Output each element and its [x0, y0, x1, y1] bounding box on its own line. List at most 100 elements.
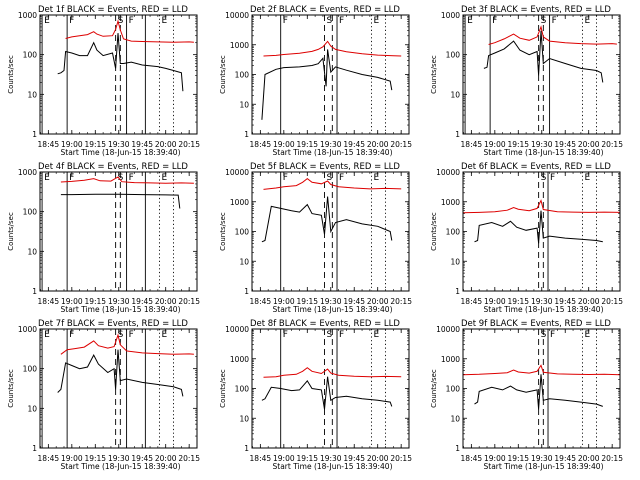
events-series-line: [474, 210, 603, 244]
x-tick-label: 19:45: [554, 297, 576, 306]
plot-frame: [39, 328, 198, 449]
x-tick-label: 18:45: [38, 140, 60, 149]
x-tick-label: 19:30: [531, 454, 553, 463]
region-label: F: [283, 330, 288, 340]
chart-panel: Det 3f BLACK = Events, RED = LLD 1 10 100 10…: [430, 5, 623, 157]
chart-panel: Det 6f BLACK = Events, RED = LLD 1 10 100 10…: [430, 162, 623, 314]
events-series-line: [483, 30, 604, 83]
lld-series-line: [463, 199, 620, 214]
y-tick-label: 100: [446, 228, 461, 237]
chart-title: Det 6f BLACK = Events, RED = LLD: [461, 162, 611, 172]
x-tick-label: 19:15: [507, 297, 529, 306]
y-tick-label: 1000: [441, 198, 460, 207]
y-axis-label: Counts/sec: [7, 212, 15, 251]
chart-content: EFSFE: [41, 15, 194, 134]
y-tick-label: 10: [27, 404, 37, 413]
x-tick-label: 20:00: [367, 297, 389, 306]
x-tick-label: 19:15: [507, 454, 529, 463]
region-label: F: [492, 16, 497, 26]
x-tick-label: 20:00: [155, 297, 177, 306]
x-tick-label: 19:30: [531, 297, 553, 306]
x-tick-label: 19:00: [273, 454, 295, 463]
x-tick-label: 19:15: [84, 140, 106, 149]
y-tick-label: 1: [244, 287, 249, 296]
y-tick-label: 10: [450, 90, 460, 99]
chart-title: Det 1f BLACK = Events, RED = LLD: [38, 5, 188, 15]
y-axis-label: Counts/sec: [430, 212, 438, 251]
y-tick-label: 10: [239, 414, 249, 423]
region-label: E: [373, 16, 379, 26]
region-label: F: [552, 16, 557, 26]
y-tick-label: 1: [244, 444, 249, 453]
region-label: E: [373, 173, 379, 183]
y-axis-label: Counts/sec: [219, 369, 227, 408]
lld-series-line: [488, 25, 617, 45]
chart-title: Det 8f BLACK = Events, RED = LLD: [250, 319, 400, 329]
region-label: F: [550, 330, 555, 340]
plot-frame: [251, 328, 410, 449]
y-tick-label: 1: [455, 444, 460, 453]
y-tick-label: 100: [446, 385, 461, 394]
y-tick-label: 1: [455, 287, 460, 296]
y-tick-label: 10000: [225, 325, 249, 334]
chart-content: SFE: [463, 172, 620, 291]
region-label: F: [69, 330, 74, 340]
y-tick-label: 1000: [18, 168, 37, 177]
y-tick-label: 10: [27, 90, 37, 99]
y-tick-label: 100: [235, 228, 250, 237]
y-axis-label: Counts/sec: [219, 55, 227, 94]
y-tick-label: 10: [27, 247, 37, 256]
x-tick-label: 19:15: [84, 297, 106, 306]
y-tick-label: 1000: [230, 198, 249, 207]
y-tick-label: 100: [446, 51, 461, 60]
x-tick-label: 20:00: [155, 454, 177, 463]
x-tick-label: 20:00: [578, 454, 600, 463]
x-tick-label: 19:00: [61, 454, 83, 463]
region-label: F: [69, 173, 74, 183]
x-tick-label: 19:15: [507, 140, 529, 149]
x-tick-label: 19:45: [131, 140, 153, 149]
x-tick-label: 20:15: [390, 140, 412, 149]
y-tick-label: 10000: [436, 168, 460, 177]
x-tick-label: 19:45: [343, 297, 365, 306]
chart-title: Det 4f BLACK = Events, RED = LLD: [38, 162, 188, 172]
events-series-line: [474, 374, 603, 410]
x-tick-label: 20:00: [155, 140, 177, 149]
y-tick-label: 100: [23, 208, 38, 217]
chart-panel: Det 8f BLACK = Events, RED = LLD 1 10 100 10…: [219, 319, 412, 471]
x-tick-label: 20:15: [601, 140, 623, 149]
plot-frame: [39, 14, 198, 135]
x-tick-label: 19:15: [296, 454, 318, 463]
chart-content: EFSFE: [41, 172, 194, 291]
x-tick-label: 19:00: [61, 140, 83, 149]
plot-frame: [462, 14, 621, 135]
plot-frame: [251, 14, 410, 135]
x-tick-label: 19:45: [343, 454, 365, 463]
plot-frame: [39, 171, 198, 292]
x-tick-label: 18:45: [250, 140, 272, 149]
chart-panel: Det 2f BLACK = Events, RED = LLD 1 10 100 10…: [219, 5, 412, 157]
x-tick-label: 19:00: [273, 140, 295, 149]
x-tick-label: 19:45: [554, 454, 576, 463]
lld-series-line: [60, 176, 194, 184]
y-tick-label: 1000: [230, 41, 249, 50]
region-label: E: [161, 16, 167, 26]
x-tick-label: 20:15: [601, 454, 623, 463]
x-tick-label: 20:00: [367, 140, 389, 149]
y-tick-label: 10: [239, 257, 249, 266]
region-label: E: [584, 16, 590, 26]
region-label: E: [584, 330, 590, 340]
x-tick-label: 19:00: [61, 297, 83, 306]
y-tick-label: 1000: [441, 355, 460, 364]
x-tick-label: 19:30: [320, 297, 342, 306]
x-axis-label: Start Time (18-Jun-15 18:39:40): [273, 462, 393, 471]
lld-series-line: [65, 19, 194, 43]
x-tick-label: 20:15: [178, 297, 200, 306]
x-tick-label: 20:15: [390, 454, 412, 463]
region-label: F: [550, 173, 555, 183]
y-tick-label: 1000: [18, 325, 37, 334]
x-tick-label: 19:30: [108, 454, 130, 463]
